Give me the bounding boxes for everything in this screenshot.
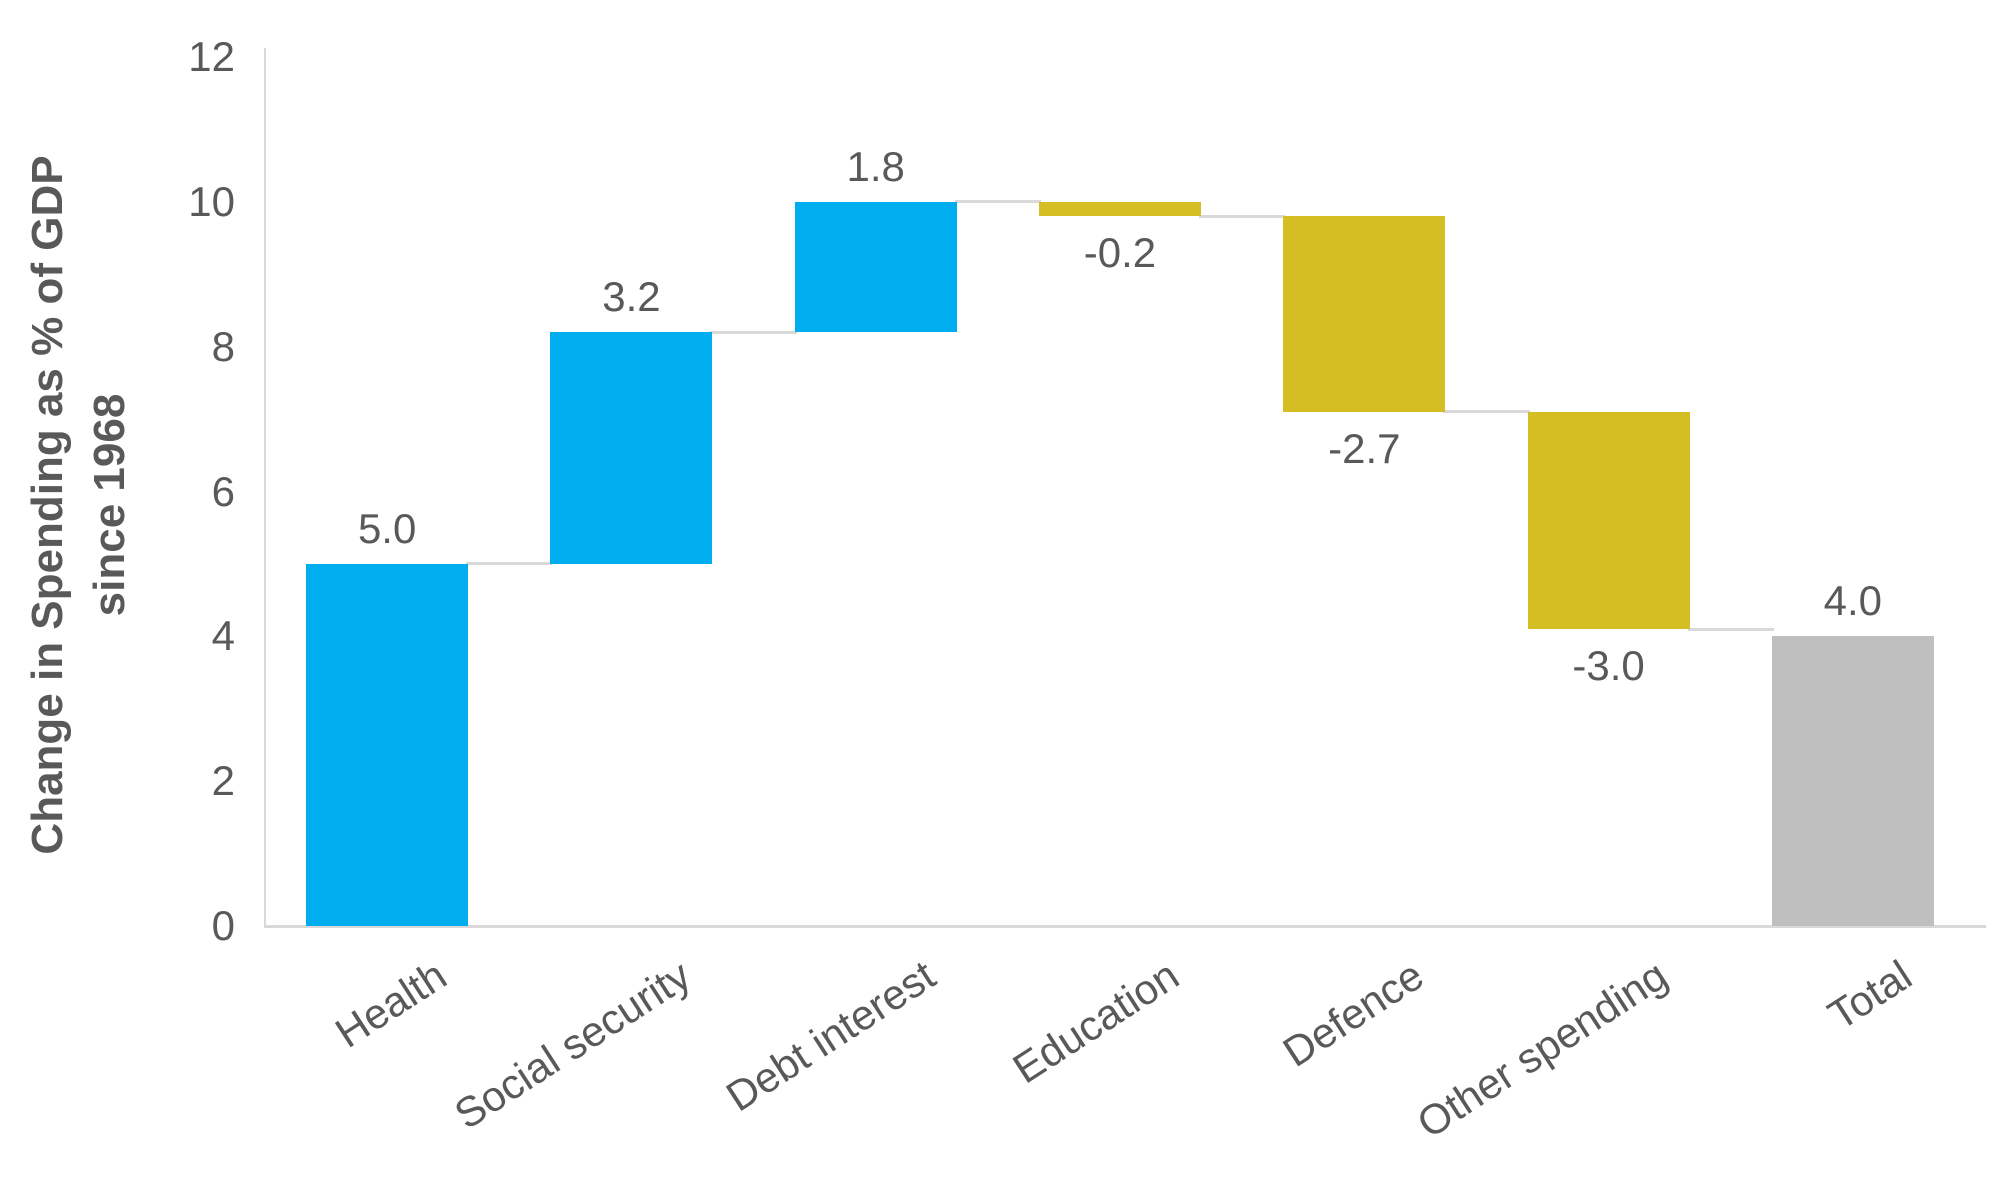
data-label-debt-interest: 1.8: [846, 142, 905, 190]
y-tick-label: 8: [211, 322, 235, 370]
y-tick-label: 6: [211, 467, 235, 515]
category-label-health: Health: [326, 951, 455, 1057]
y-tick-label: 0: [211, 902, 235, 949]
category-label-defence: Defence: [1274, 951, 1432, 1076]
y-axis-title-line-1: Change in Spending as % of GDP: [23, 155, 72, 855]
data-label-education: -0.2: [1083, 229, 1157, 277]
category-label-debt-interest: Debt interest: [717, 951, 943, 1121]
bar-debt-interest: [794, 201, 957, 333]
y-tick-label: 4: [211, 612, 235, 660]
bar-total: [1771, 636, 1934, 926]
y-tick-label: 2: [211, 757, 235, 805]
data-label-health: 5.0: [357, 504, 417, 552]
connector-line-debt-interest: [954, 200, 1041, 204]
category-label-social-security: Social security: [445, 951, 699, 1139]
category-label-education: Education: [1004, 951, 1188, 1093]
connector-line-defence: [1443, 410, 1530, 414]
category-label-total: Total: [1819, 951, 1920, 1039]
connector-line-social-security: [710, 330, 797, 334]
data-label-defence: -2.7: [1328, 424, 1401, 472]
connector-line-other-spending: [1687, 627, 1774, 631]
data-label-total: 4.0: [1823, 577, 1883, 625]
bar-social-security: [550, 332, 713, 564]
y-tick-label: 10: [188, 177, 235, 225]
bar-education: [1039, 201, 1201, 217]
category-label-other-spending: Other spending: [1409, 951, 1676, 1148]
bar-other-spending: [1527, 411, 1690, 630]
bar-defence: [1283, 216, 1446, 412]
data-label-social-security: 3.2: [602, 273, 661, 321]
y-axis-line: [264, 48, 266, 926]
connector-line-health: [466, 562, 553, 566]
connector-line-education: [1199, 214, 1286, 218]
x-axis-line: [264, 925, 1986, 928]
y-tick-label: 12: [188, 33, 235, 80]
data-label-other-spending: -3.0: [1572, 642, 1645, 690]
bar-health: [306, 563, 469, 926]
